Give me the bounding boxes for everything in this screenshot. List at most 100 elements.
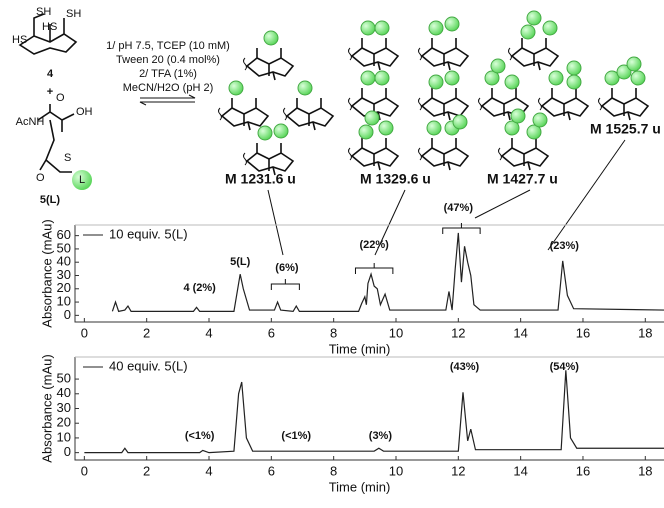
ligand (453, 115, 467, 129)
legend-label: 10 equiv. 5(L) (109, 226, 188, 241)
label: O (56, 92, 65, 104)
ligand (445, 17, 459, 31)
bracket (355, 263, 392, 274)
ligand (549, 71, 563, 85)
label: HS (42, 21, 57, 33)
cage (599, 88, 649, 120)
x-tick-label: 16 (576, 325, 590, 340)
x-tick-label: 4 (205, 325, 212, 340)
y-tick-label: 40 (57, 385, 71, 400)
condition: Tween 20 (0.4 mol%) (116, 54, 220, 66)
cage (539, 88, 589, 120)
annotation: (<1%) (185, 430, 215, 442)
x-tick-label: 8 (330, 325, 337, 340)
ligand (631, 71, 645, 85)
condition: 2/ TFA (1%) (139, 68, 197, 80)
cage (219, 98, 269, 130)
y-tick-label: 0 (64, 444, 71, 459)
annotation: (<1%) (281, 430, 311, 442)
label: L (79, 174, 85, 186)
y-tick-label: 10 (57, 294, 71, 309)
label: HS (12, 34, 27, 46)
y-tick-label: 0 (64, 307, 71, 322)
x-axis-label: Time (min) (329, 479, 391, 494)
legend-label: 40 equiv. 5(L) (109, 358, 188, 373)
cage (419, 138, 469, 170)
x-tick-label: 4 (205, 463, 212, 478)
label: SH (36, 6, 51, 18)
ligand (543, 21, 557, 35)
ligand (229, 81, 243, 95)
ligand (445, 71, 459, 85)
x-tick-label: 18 (638, 325, 652, 340)
conditions: 1/ pH 7.5, TCEP (10 mM) Tween 20 (0.4 mo… (106, 40, 230, 105)
chromatograms: 0102030405060024681012141618Time (min)Ab… (39, 202, 664, 495)
x-tick-label: 2 (143, 325, 150, 340)
ligand (264, 31, 278, 45)
mass: M 1231.6 u (225, 171, 296, 187)
label: S (64, 152, 71, 164)
annotation: (47%) (444, 202, 474, 214)
ligand (567, 75, 581, 89)
x-tick-label: 18 (638, 463, 652, 478)
x-tick-label: 12 (451, 325, 465, 340)
x-tick-label: 0 (81, 463, 88, 478)
x-tick-label: 10 (389, 325, 403, 340)
annotation: (6%) (275, 262, 299, 274)
y-tick-label: 30 (57, 400, 71, 415)
annotation: (23%) (550, 240, 580, 252)
compound-5L: AcNH O OH S O L 5(L) (16, 92, 93, 206)
x-tick-label: 8 (330, 463, 337, 478)
product-structures (219, 11, 649, 175)
annotation: 4 (2%) (183, 282, 216, 294)
arrows (268, 140, 625, 255)
y-tick-label: 20 (57, 415, 71, 430)
x-tick-label: 14 (513, 463, 527, 478)
y-tick-label: 50 (57, 240, 71, 255)
ligand (491, 59, 505, 73)
ligand (375, 21, 389, 35)
cage (499, 138, 549, 170)
ligand (511, 109, 525, 123)
ligand (359, 125, 373, 139)
ligand (258, 126, 272, 140)
y-tick-label: 10 (57, 429, 71, 444)
mass: M 1525.7 u (590, 121, 661, 137)
cage (349, 138, 399, 170)
ligand (274, 124, 288, 138)
ligand (533, 113, 547, 127)
label: AcNH (16, 116, 45, 128)
ligand (567, 61, 581, 75)
annotation: (43%) (450, 361, 480, 373)
x-tick-label: 6 (268, 325, 275, 340)
label: OH (76, 106, 93, 118)
figure: HS SH HS SH 4 + AcNH O OH S O L 5(L) 1/ … (0, 0, 664, 508)
ligand (527, 11, 541, 25)
x-axis-label: Time (min) (329, 341, 391, 356)
x-tick-label: 12 (451, 463, 465, 478)
ligand (361, 71, 375, 85)
ligand (365, 111, 379, 125)
x-tick-label: 2 (143, 463, 150, 478)
ligand (505, 75, 519, 89)
y-tick-label: 40 (57, 254, 71, 269)
mass: M 1329.6 u (360, 171, 431, 187)
ligand (429, 21, 443, 35)
compound-number: 4 (47, 68, 54, 80)
compound-4: HS SH HS SH 4 + (12, 6, 81, 98)
x-tick-label: 14 (513, 325, 527, 340)
y-axis-label: Absorbance (mAu) (39, 354, 54, 462)
mass: M 1427.7 u (487, 171, 558, 187)
ligand (375, 71, 389, 85)
cage (509, 38, 559, 70)
condition: MeCN/H2O (pH 2) (123, 82, 213, 94)
y-axis-label: Absorbance (mAu) (39, 219, 54, 327)
y-tick-label: 20 (57, 280, 71, 295)
cage (349, 38, 399, 70)
ligand (521, 25, 535, 39)
y-tick-label: 60 (57, 227, 71, 242)
ligand (361, 21, 375, 35)
annotation: (22%) (360, 239, 390, 251)
cage (419, 38, 469, 70)
